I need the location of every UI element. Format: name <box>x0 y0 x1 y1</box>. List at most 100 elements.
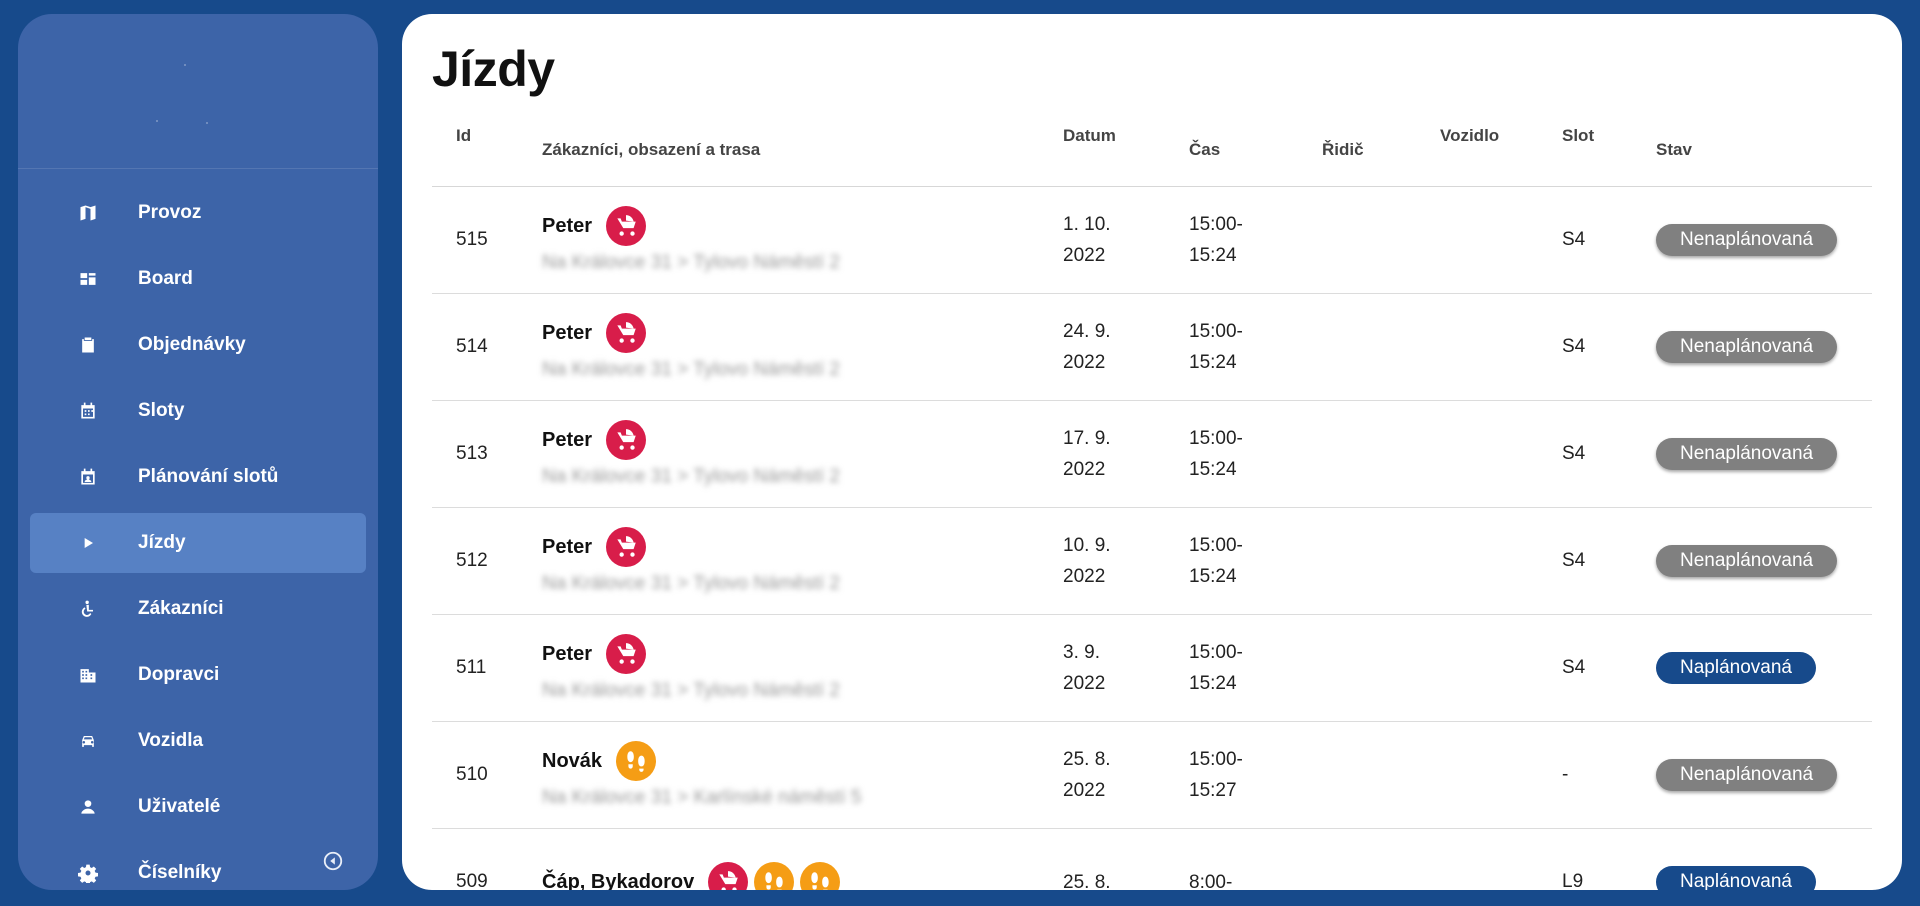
sidebar-item-label: Objednávky <box>138 334 246 355</box>
cell-slot: S4 <box>1562 507 1656 615</box>
status-badge: Nenaplánovaná <box>1656 759 1838 791</box>
cell-slot: S4 <box>1562 614 1656 722</box>
table-row[interactable]: 512 Peter Na Královce 31 > Tylovo Náměstí … <box>432 507 1872 615</box>
sidebar: Provoz Board Objednávky Sloty Plánování slot… <box>18 14 378 890</box>
calendar-person-icon <box>78 467 98 487</box>
route-text: Na Královce 31 > Tylovo Náměstí 2 <box>542 252 840 273</box>
dashboard-icon <box>78 269 98 289</box>
table-row[interactable]: 510 Novák Na Královce 31 > Karlínské náměs… <box>432 721 1872 829</box>
route-text: Na Královce 31 > Tylovo Náměstí 2 <box>542 359 840 380</box>
sidebar-item-uzivatele[interactable]: Uživatelé <box>30 777 366 837</box>
cell-status: Nenaplánovaná <box>1656 400 1872 508</box>
cell-status: Nenaplánovaná <box>1656 507 1872 615</box>
column-header-slot[interactable]: Slot <box>1562 114 1656 187</box>
accessible-icon <box>78 599 98 619</box>
sidebar-nav: Provoz Board Objednávky Sloty Plánování slot… <box>18 169 378 890</box>
stroller-icon <box>606 313 647 353</box>
stroller-icon <box>606 420 647 460</box>
customer-name: Peter <box>542 642 593 665</box>
cell-status: Nenaplánovaná <box>1656 186 1872 294</box>
customer-name: Peter <box>542 535 593 558</box>
sidebar-item-label: Vozidla <box>138 730 204 751</box>
cell-vehicle <box>1440 614 1562 722</box>
column-header-driver[interactable]: Řidič <box>1322 114 1440 187</box>
stroller-icon <box>606 634 647 674</box>
table-row[interactable]: 511 Peter Na Královce 31 > Tylovo Náměstí … <box>432 614 1872 722</box>
car-icon <box>78 731 98 751</box>
cell-status: Nenaplánovaná <box>1656 721 1872 829</box>
sidebar-item-label: Dopravci <box>138 664 220 685</box>
status-badge: Naplánovaná <box>1656 866 1816 890</box>
customer-name: Peter <box>542 428 593 451</box>
sidebar-item-jizdy[interactable]: Jízdy <box>30 513 366 573</box>
table-row[interactable]: 515 Peter Na Královce 31 > Tylovo Náměstí … <box>432 186 1872 294</box>
cell-driver <box>1322 614 1440 722</box>
status-badge: Nenaplánovaná <box>1656 545 1838 577</box>
cell-id: 512 <box>432 507 542 615</box>
cell-date: 17. 9. 2022 <box>1063 400 1189 508</box>
building-icon <box>78 665 98 685</box>
sidebar-item-board[interactable]: Board <box>30 249 366 309</box>
cell-status: Nenaplánovaná <box>1656 293 1872 401</box>
column-header-date[interactable]: Datum <box>1063 114 1189 187</box>
stroller-icon <box>606 206 647 246</box>
sidebar-item-dopravci[interactable]: Dopravci <box>30 645 366 705</box>
cell-date: 10. 9. 2022 <box>1063 507 1189 615</box>
cell-driver <box>1322 186 1440 294</box>
sidebar-item-label: Provoz <box>138 202 202 223</box>
table-row[interactable]: 513 Peter Na Královce 31 > Tylovo Náměstí … <box>432 400 1872 508</box>
table-row[interactable]: 509 Čáp, Bykadorov 25. 8. 8:00- L9 Naplánovan… <box>432 828 1872 891</box>
sidebar-item-label: Plánování slotů <box>138 466 279 487</box>
cell-customers: Čáp, Bykadorov <box>542 828 1063 891</box>
sidebar-item-zakaznici[interactable]: Zákazníci <box>30 579 366 639</box>
sidebar-item-label: Sloty <box>138 400 185 421</box>
status-badge: Nenaplánovaná <box>1656 224 1838 256</box>
sidebar-item-ciselniky[interactable]: Číselníky <box>30 843 366 890</box>
cell-vehicle <box>1440 721 1562 829</box>
cell-slot: S4 <box>1562 293 1656 401</box>
collapse-left-icon[interactable] <box>322 850 344 872</box>
column-header-time[interactable]: Čas <box>1189 114 1322 187</box>
cell-vehicle <box>1440 186 1562 294</box>
column-header-vehicle[interactable]: Vozidlo <box>1440 114 1562 187</box>
cell-id: 509 <box>432 828 542 890</box>
cell-driver <box>1322 721 1440 829</box>
status-badge: Naplánovaná <box>1656 652 1816 684</box>
map-icon <box>78 203 98 223</box>
stroller-icon <box>708 862 749 890</box>
cell-slot: S4 <box>1562 186 1656 294</box>
sidebar-item-vozidla[interactable]: Vozidla <box>30 711 366 771</box>
footsteps-icon <box>616 741 657 781</box>
route-text: Na Královce 31 > Tylovo Náměstí 2 <box>542 680 840 701</box>
cell-time: 15:00- 15:24 <box>1189 507 1322 615</box>
sidebar-item-objednavky[interactable]: Objednávky <box>30 315 366 375</box>
column-header-customers[interactable]: Zákazníci, obsazení a trasa <box>542 114 1063 187</box>
customer-name: Čáp, Bykadorov <box>542 870 695 891</box>
status-badge: Nenaplánovaná <box>1656 331 1838 363</box>
sidebar-item-sloty[interactable]: Sloty <box>30 381 366 441</box>
cell-driver <box>1322 400 1440 508</box>
sidebar-item-label: Zákazníci <box>138 598 224 619</box>
cell-driver <box>1322 828 1440 890</box>
footsteps-icon <box>754 862 795 890</box>
cell-customers: Novák Na Královce 31 > Karlínské náměstí … <box>542 721 1063 829</box>
cell-date: 25. 8. 2022 <box>1063 721 1189 829</box>
table-row[interactable]: 514 Peter Na Královce 31 > Tylovo Náměstí … <box>432 293 1872 401</box>
cell-slot: - <box>1562 721 1656 829</box>
cell-id: 513 <box>432 400 542 508</box>
cell-time: 15:00- 15:24 <box>1189 186 1322 294</box>
sidebar-item-label: Číselníky <box>138 862 222 883</box>
sidebar-item-planovani-slotu[interactable]: Plánování slotů <box>30 447 366 507</box>
cell-time: 15:00- 15:24 <box>1189 400 1322 508</box>
cell-slot: S4 <box>1562 400 1656 508</box>
cell-id: 510 <box>432 721 542 829</box>
route-text: Na Královce 31 > Karlínské náměstí 5 <box>542 787 862 808</box>
cell-driver <box>1322 507 1440 615</box>
column-header-id[interactable]: Id <box>432 114 542 187</box>
cell-slot: L9 <box>1562 828 1656 890</box>
cell-customers: Peter Na Královce 31 > Tylovo Náměstí 2 <box>542 293 1063 401</box>
cell-time: 8:00- <box>1189 828 1322 890</box>
sidebar-item-provoz[interactable]: Provoz <box>30 183 366 243</box>
column-header-status[interactable]: Stav <box>1656 114 1872 187</box>
cell-date: 24. 9. 2022 <box>1063 293 1189 401</box>
